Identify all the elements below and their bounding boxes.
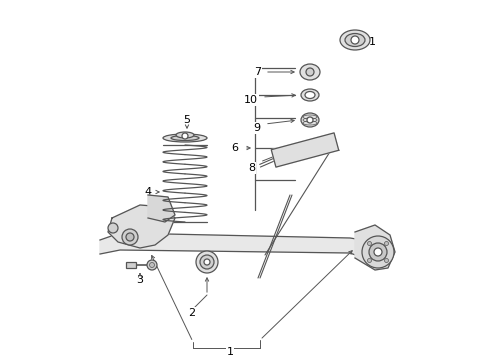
Circle shape [373,248,381,256]
Ellipse shape [345,33,364,46]
Text: 1: 1 [226,347,233,357]
Circle shape [203,259,209,265]
Circle shape [306,117,312,123]
Text: 4: 4 [144,187,151,197]
Text: 3: 3 [136,275,143,285]
Ellipse shape [176,132,194,138]
Circle shape [367,258,371,262]
Ellipse shape [171,135,199,140]
Ellipse shape [301,113,318,127]
Circle shape [368,243,386,261]
Ellipse shape [339,30,369,50]
Bar [126,262,136,268]
Ellipse shape [163,134,206,142]
Text: 11: 11 [362,37,376,47]
Text: 10: 10 [244,95,258,105]
Ellipse shape [305,91,314,99]
Text: 9: 9 [253,123,260,133]
Circle shape [126,233,134,241]
Circle shape [122,229,138,245]
Circle shape [149,262,154,267]
Ellipse shape [299,64,319,80]
Circle shape [305,68,313,76]
Circle shape [182,133,187,139]
Polygon shape [354,225,394,270]
Circle shape [361,236,393,268]
Circle shape [108,223,118,233]
Polygon shape [108,205,175,248]
Polygon shape [100,233,374,262]
Polygon shape [271,133,338,167]
Text: 8: 8 [248,163,255,173]
Text: 6: 6 [231,143,238,153]
Circle shape [350,36,358,44]
Polygon shape [148,195,175,222]
Ellipse shape [301,89,318,101]
Text: 5: 5 [183,115,190,125]
Text: 7: 7 [254,67,261,77]
Circle shape [200,255,214,269]
Circle shape [147,260,157,270]
Circle shape [196,251,218,273]
Circle shape [367,242,371,246]
Circle shape [384,258,387,262]
Text: 2: 2 [188,308,195,318]
Circle shape [384,242,387,246]
